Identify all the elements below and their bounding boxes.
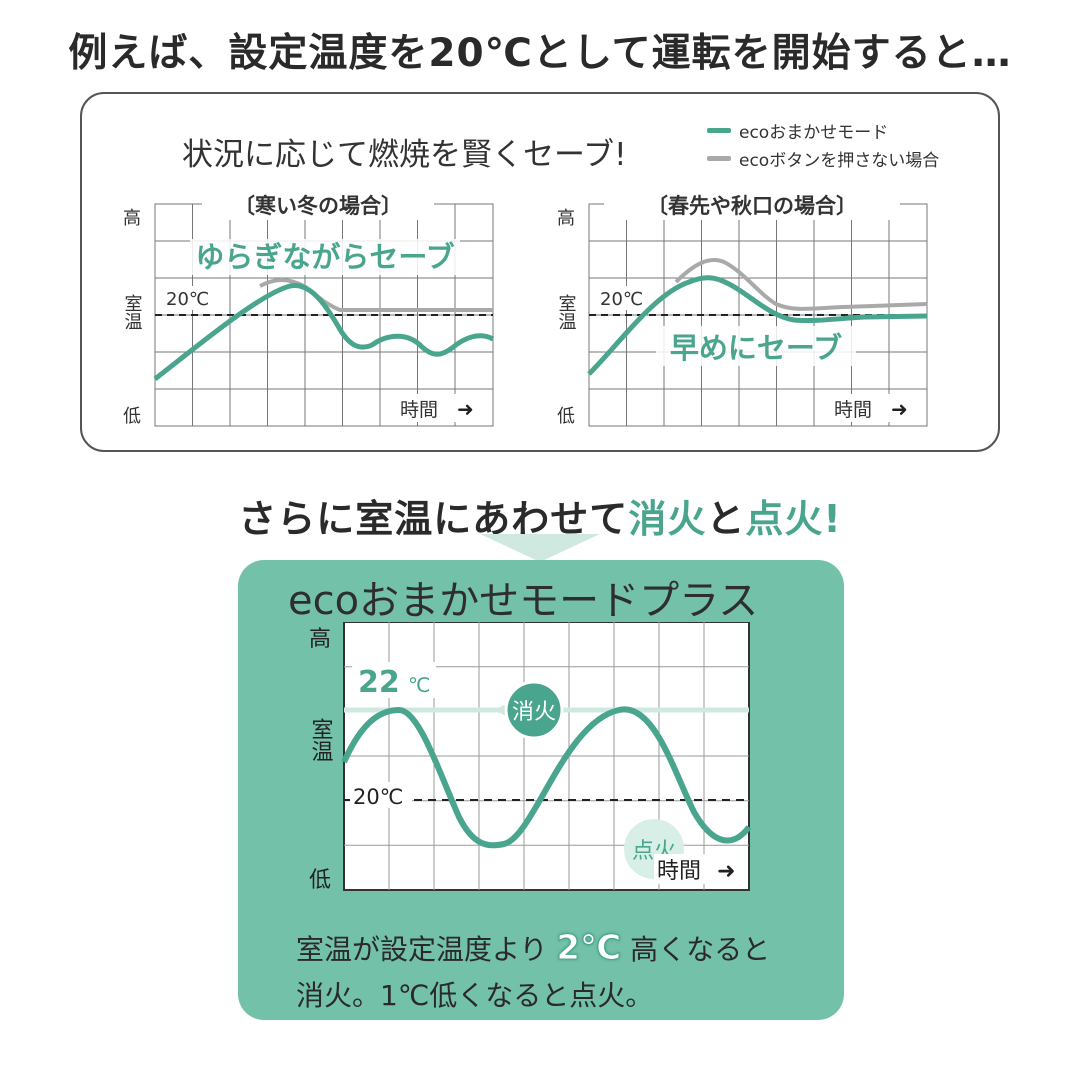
headline-mid-part2: と	[706, 497, 746, 541]
annotation: ゆらぎながらセーブ	[195, 240, 454, 274]
x-label-bg	[829, 394, 923, 422]
upper-unit: ℃	[408, 673, 430, 697]
annotation: 早めにセーブ	[670, 331, 842, 365]
y-label-mid: 室温	[308, 718, 334, 762]
legend-label-eco: ecoおまかせモード	[739, 122, 889, 143]
arrow-right-icon: ➜	[717, 859, 735, 884]
series-no-eco	[674, 258, 928, 311]
legend-swatch-eco	[707, 127, 731, 133]
chart-cold-winter: 〔寒い冬の場合〕 高 室温 低 20℃ ゆらぎながらセーブ 時間 ➜	[122, 194, 495, 427]
eco-plus-box: ecoおまかせモードプラス 高 室温 低 22 ℃ 20℃ 消火 点火 時間 ➜	[238, 560, 844, 1020]
upper-value: 22	[358, 665, 400, 700]
setpoint-label-bg	[162, 286, 220, 310]
comparison-panel: 状況に応じて燃焼を賢くセーブ! ecoおまかせモード ecoボタンを押さない場合…	[80, 92, 1000, 452]
headline-top: 例えば、設定温度を20℃として運転を開始すると…	[68, 31, 1012, 76]
off-label: 消火	[512, 700, 556, 725]
off-badge	[504, 680, 564, 740]
eco-plus-title: ecoおまかせモードプラス	[288, 578, 759, 624]
x-label: 時間	[400, 399, 438, 421]
setpoint-label-bg	[350, 782, 412, 808]
panel-title: 状況に応じて燃焼を賢くセーブ!	[182, 137, 627, 173]
upper-value-bg	[352, 662, 436, 698]
chart-title-bg	[202, 194, 434, 220]
chart-eco-plus: 高 室温 低 22 ℃ 20℃ 消火 点火 時間 ➜	[308, 622, 752, 893]
headline-mid: さらに室温にあわせて消火と点火!	[0, 488, 1080, 543]
y-label-low: 低	[557, 406, 575, 427]
y-label-mid: 室温	[556, 294, 577, 330]
down-pointer-icon	[480, 534, 600, 562]
description-line-1: 室温が設定温度より 2℃ 高くなると	[296, 925, 770, 973]
x-label: 時間	[657, 859, 701, 884]
series-eco	[153, 283, 495, 381]
setpoint-label-bg	[596, 286, 654, 310]
temperature-curve	[341, 706, 752, 849]
y-label-mid: 室温	[122, 294, 143, 330]
chart-title: 〔春先や秋口の場合〕	[647, 194, 857, 218]
arrow-right-icon: ➜	[457, 397, 474, 421]
annotation-bg	[190, 239, 460, 275]
y-label-low: 低	[309, 868, 331, 893]
setpoint-label: 20℃	[353, 785, 403, 809]
chart-title: 〔寒い冬の場合〕	[234, 194, 402, 218]
setpoint-label: 20℃	[166, 289, 209, 310]
headline-mid-highlight-on: 点火	[745, 497, 824, 541]
headline-mid-end: !	[823, 497, 842, 541]
legend-item-eco: ecoおまかせモード	[707, 116, 939, 144]
headline-mid-part1: さらに室温にあわせて	[238, 497, 629, 541]
chart-title-bg	[604, 194, 900, 220]
legend: ecoおまかせモード ecoボタンを押さない場合	[707, 116, 939, 172]
chart-spring-autumn: 〔春先や秋口の場合〕 高 室温 低 20℃ 早めにセーブ 時間 ➜	[556, 194, 928, 427]
legend-swatch-no-eco	[707, 155, 731, 161]
description-part-a: 室温が設定温度より	[296, 933, 548, 966]
y-label-high: 高	[123, 208, 141, 229]
y-label-high: 高	[557, 208, 575, 229]
annotation-bg	[656, 326, 856, 366]
eco-plus-description: 室温が設定温度より 2℃ 高くなると 消火。1℃低くなると点火。	[296, 925, 770, 1019]
legend-item-no-eco: ecoボタンを押さない場合	[707, 144, 939, 172]
y-label-low: 低	[123, 406, 141, 427]
legend-label-no-eco: ecoボタンを押さない場合	[739, 150, 940, 171]
series-eco	[587, 275, 928, 376]
x-label-bg	[654, 854, 746, 884]
headline-mid-highlight-off: 消火	[628, 497, 707, 541]
y-label-high: 高	[309, 627, 331, 652]
x-label: 時間	[834, 399, 872, 421]
description-part-b: 高くなると	[630, 933, 771, 966]
description-line-2: 消火。1℃低くなると点火。	[296, 979, 654, 1012]
arrow-right-icon: ➜	[891, 397, 908, 421]
x-label-bg	[395, 394, 489, 422]
description-badge: 2℃	[556, 928, 622, 969]
setpoint-label: 20℃	[600, 289, 643, 310]
